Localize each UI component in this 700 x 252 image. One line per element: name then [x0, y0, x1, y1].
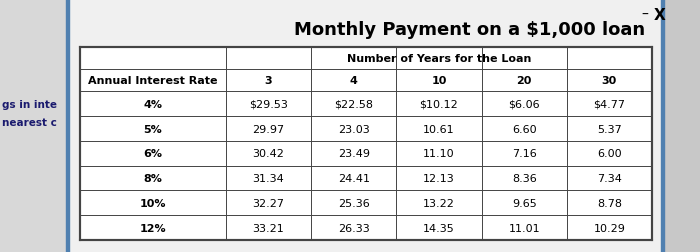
Text: 26.33: 26.33 [338, 223, 370, 233]
Text: 25.36: 25.36 [338, 198, 370, 208]
Text: 24.41: 24.41 [337, 173, 370, 183]
Text: 3: 3 [265, 76, 272, 86]
Text: Annual Interest Rate: Annual Interest Rate [88, 76, 218, 86]
Text: 32.27: 32.27 [253, 198, 284, 208]
Text: $4.77: $4.77 [594, 99, 625, 109]
Text: 8.36: 8.36 [512, 173, 536, 183]
Bar [80, 48, 652, 240]
Text: 6.60: 6.60 [512, 124, 536, 134]
Text: 7.16: 7.16 [512, 149, 536, 159]
Bar [68, 0, 662, 252]
Text: 23.49: 23.49 [337, 149, 370, 159]
Text: 7.34: 7.34 [597, 173, 622, 183]
Text: 10.29: 10.29 [594, 223, 625, 233]
Text: gs in inte: gs in inte [2, 100, 57, 110]
Text: Number of Years for the Loan: Number of Years for the Loan [346, 54, 531, 64]
Text: 10.61: 10.61 [423, 124, 455, 134]
Text: 23.03: 23.03 [338, 124, 370, 134]
Text: 6%: 6% [144, 149, 162, 159]
Bar [66, 0, 69, 252]
Text: 4%: 4% [144, 99, 162, 109]
Text: –: – [642, 8, 648, 22]
Text: 10%: 10% [140, 198, 166, 208]
Text: 29.97: 29.97 [253, 124, 284, 134]
Text: 11.10: 11.10 [423, 149, 455, 159]
Text: $10.12: $10.12 [419, 99, 459, 109]
Bar [662, 0, 700, 252]
Text: 12%: 12% [139, 223, 166, 233]
Text: 12.13: 12.13 [423, 173, 455, 183]
Bar [80, 48, 652, 240]
Text: 13.22: 13.22 [423, 198, 455, 208]
Text: 5.37: 5.37 [597, 124, 622, 134]
Text: 4: 4 [350, 76, 358, 86]
Text: 33.21: 33.21 [253, 223, 284, 233]
Text: $22.58: $22.58 [334, 99, 373, 109]
Bar [661, 0, 664, 252]
Text: 11.01: 11.01 [508, 223, 540, 233]
Text: 8.78: 8.78 [597, 198, 622, 208]
Text: Monthly Payment on a $1,000 loan: Monthly Payment on a $1,000 loan [294, 21, 645, 39]
Bar [0, 0, 68, 252]
Text: $29.53: $29.53 [249, 99, 288, 109]
Text: 9.65: 9.65 [512, 198, 536, 208]
Text: 6.00: 6.00 [597, 149, 622, 159]
Text: $6.06: $6.06 [508, 99, 540, 109]
Text: 8%: 8% [144, 173, 162, 183]
Text: 10: 10 [431, 76, 447, 86]
Text: 30.42: 30.42 [253, 149, 284, 159]
Text: 14.35: 14.35 [423, 223, 455, 233]
Text: nearest c: nearest c [2, 117, 57, 128]
Text: 30: 30 [602, 76, 617, 86]
Text: 20: 20 [517, 76, 532, 86]
Text: 31.34: 31.34 [253, 173, 284, 183]
Text: 5%: 5% [144, 124, 162, 134]
Text: X: X [654, 8, 666, 22]
